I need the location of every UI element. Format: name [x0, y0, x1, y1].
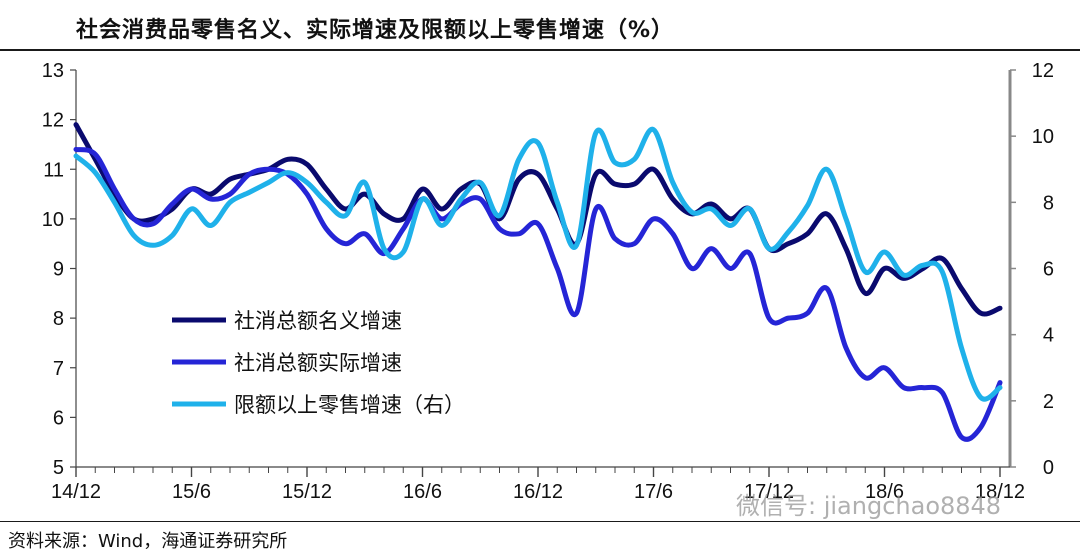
legend-label-1: 社消总额名义增速	[234, 310, 402, 333]
right-axis-tick-label: 12	[1032, 60, 1054, 82]
left-axis-tick-label: 5	[53, 457, 64, 479]
page-title: 社会消费品零售名义、实际增速及限额以上零售增速（%）	[76, 18, 675, 43]
left-axis-tick-label: 8	[53, 308, 64, 330]
x-axis-tick-label: 16/12	[513, 481, 563, 503]
x-axis-tick-label: 15/6	[172, 481, 211, 503]
right-axis-tick-label: 2	[1043, 391, 1054, 413]
right-axis-tick-label: 10	[1032, 126, 1054, 148]
right-axis-tick-label: 0	[1043, 457, 1054, 479]
left-axis-tick-label: 11	[43, 159, 64, 181]
source-rule	[0, 521, 1080, 522]
series-line-1	[73, 122, 1003, 317]
right-axis-tick-label: 6	[1043, 259, 1054, 281]
watermark: 微信号: jiangchao8848	[736, 492, 1002, 520]
x-axis-tick-label: 18/12	[975, 481, 1025, 503]
x-axis-tick-label: 17/6	[634, 481, 673, 503]
x-axis-tick-label: 17/12	[744, 481, 794, 503]
left-axis-tick-label: 7	[53, 358, 64, 380]
x-axis-tick-label: 18/6	[865, 481, 904, 503]
right-axis-tick-label: 4	[1043, 325, 1054, 347]
x-axis-tick-label: 16/6	[403, 481, 442, 503]
left-axis-tick-label: 6	[53, 407, 64, 429]
left-axis-tick-label: 12	[42, 110, 64, 132]
series-line-2	[73, 146, 1003, 442]
legend-label-2: 社消总额实际增速	[234, 352, 402, 375]
left-axis-tick-label: 13	[42, 60, 64, 82]
left-axis-tick-label: 9	[53, 259, 64, 281]
right-axis-tick-label: 8	[1043, 192, 1054, 214]
series-line-3	[73, 127, 1003, 402]
title-rule	[0, 49, 1080, 51]
x-axis-tick-label: 14/12	[51, 481, 101, 503]
x-axis-tick-label: 15/12	[282, 481, 332, 503]
legend-label-3: 限额以上零售增速（右）	[234, 394, 465, 417]
left-axis-tick-label: 10	[42, 209, 64, 231]
source-note: 资料来源：Wind，海通证券研究所	[8, 531, 288, 552]
